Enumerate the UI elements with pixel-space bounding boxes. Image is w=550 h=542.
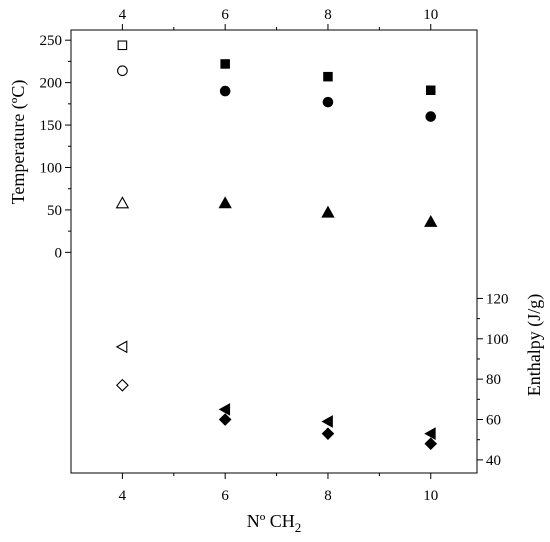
y-left-tick-label-250: 250: [40, 33, 63, 49]
y-right-tick-label-40: 40: [486, 453, 501, 469]
triangle-up-point-x8-filled: [321, 205, 335, 218]
y-right-tick-label-120: 120: [486, 291, 509, 307]
triangle-left-point-x10-filled: [424, 427, 436, 440]
circle-point-x10-filled: [425, 111, 437, 122]
y-right-tick-label-100: 100: [486, 332, 509, 348]
x-tick-label-top-4: 4: [119, 7, 127, 23]
y-axis-left-title: Temperature (ºC): [8, 80, 29, 205]
triangle-left-point-x6-filled: [218, 403, 231, 416]
x-tick-label-top-8: 8: [324, 7, 332, 23]
triangle-left-point-x4-open: [115, 340, 128, 354]
triangle-up-point-x6-filled: [218, 196, 232, 209]
data-markers: [115, 40, 438, 451]
circle-point-x6-filled: [219, 85, 231, 97]
x-tick-label-bottom-8: 8: [324, 488, 332, 504]
x-tick-label-bottom-10: 10: [423, 488, 438, 504]
square-point-x4-open: [117, 40, 128, 51]
y-left-tick-label-50: 50: [47, 203, 62, 219]
y-left-tick-label-150: 150: [40, 118, 63, 134]
square-point-x8-filled: [323, 71, 333, 82]
y-right-tick-label-80: 80: [486, 372, 501, 388]
circle-point-x8-filled: [322, 96, 334, 108]
triangle-left-point-x8-filled: [321, 415, 333, 428]
triangle-up-point-x4-open: [115, 196, 130, 209]
diamond-point-x10-filled: [424, 437, 438, 451]
x-axis-title-main: Nº CH: [247, 511, 295, 531]
x-tick-label-bottom-6: 6: [221, 488, 229, 504]
square-point-x6-filled: [220, 59, 230, 69]
y-right-tick-label-60: 60: [486, 413, 501, 429]
y-left-tick-label-100: 100: [40, 160, 63, 176]
x-tick-label-top-6: 6: [221, 7, 229, 23]
x-axis-title-subscript: 2: [295, 520, 302, 535]
y-axis-right-title: Enthalpy (J/g): [524, 294, 545, 396]
plot-frame: [70, 29, 478, 474]
triangle-up-point-x10-filled: [424, 214, 438, 227]
diamond-point-x6-filled: [218, 413, 232, 426]
x-tick-label-top-10: 10: [423, 7, 438, 23]
y-left-tick-label-200: 200: [40, 76, 63, 92]
x-tick-label-bottom-4: 4: [119, 488, 127, 504]
x-axis-title: Nº CH2: [247, 511, 302, 535]
diamond-point-x8-filled: [321, 427, 335, 440]
circle-point-x4-open: [117, 65, 128, 77]
diamond-point-x4-open: [116, 378, 129, 392]
y-left-tick-label-0: 0: [55, 245, 63, 261]
square-point-x10-filled: [425, 85, 436, 96]
